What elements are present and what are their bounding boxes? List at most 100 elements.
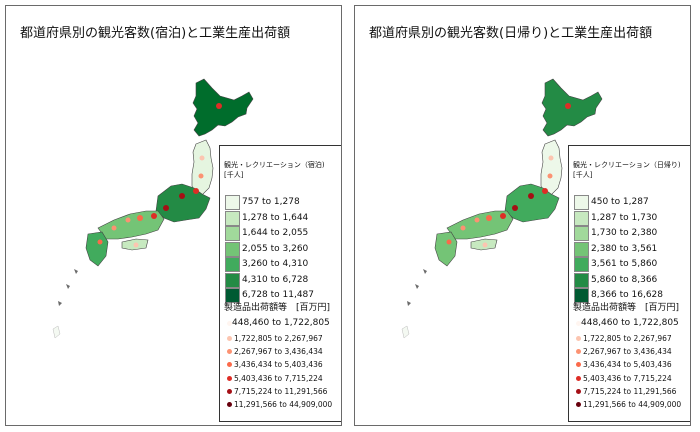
legend-label: 448,460 to 1,722,805 <box>581 318 679 328</box>
legend: 観光・レクリエーション（日帰り) [千人] 450 to 1,287 1,287… <box>568 145 690 422</box>
bubble-dot <box>227 401 232 407</box>
bubble-legend-item: 3,436,434 to 5,403,436 <box>224 359 341 372</box>
bubble-dot <box>576 362 581 368</box>
swatch <box>574 195 589 210</box>
hokkaido <box>192 78 254 137</box>
panel-title: 都道府県別の観光客数(宿泊)と工業生産出荷額 <box>20 26 291 41</box>
legend-item: 5,860 to 8,366 <box>574 272 690 289</box>
bubble-legend-item: 2,267,967 to 3,436,434 <box>573 346 690 359</box>
legend-item: 1,644 to 2,055 <box>225 226 341 242</box>
legend-label: 1,287 to 1,730 <box>591 212 658 223</box>
bubble <box>500 213 506 219</box>
japan-map <box>401 78 603 339</box>
legend-label: 5,860 to 8,366 <box>591 274 658 285</box>
bubble <box>446 239 452 245</box>
legend-label: 1,644 to 2,055 <box>242 228 309 238</box>
japan-map <box>52 78 254 339</box>
bubble-legend-item: 1,722,805 to 2,267,967 <box>573 333 690 346</box>
honshu-west <box>97 210 165 240</box>
bubble <box>548 155 554 161</box>
bubble-dot <box>227 375 232 381</box>
tohoku <box>191 139 214 197</box>
legend-label: 2,380 to 3,561 <box>591 243 658 254</box>
bubble-legend-title: 製造品出荷額等 [百万円] <box>224 303 331 313</box>
legend-label: 3,260 to 4,310 <box>242 259 309 269</box>
bubble <box>125 217 131 223</box>
bubble <box>565 103 571 109</box>
legend-label: 4,310 to 6,728 <box>242 274 309 285</box>
legend-label: 7,715,224 to 11,291,566 <box>583 386 677 396</box>
legend-item: 2,380 to 3,561 <box>574 241 690 258</box>
islands <box>58 269 78 306</box>
map-panel-stay: 都道府県別の観光客数(宿泊)と工業生産出荷額 <box>5 5 342 426</box>
bubble <box>179 193 185 199</box>
legend-label: 5,403,436 to 7,715,224 <box>234 373 323 383</box>
legend-item: 2,055 to 3,260 <box>225 241 341 258</box>
choropleth-legend-list: 450 to 1,287 1,287 to 1,730 1,730 to 2,3… <box>574 195 690 304</box>
legend-item: 1,730 to 2,380 <box>574 226 690 242</box>
legend-item: 1,287 to 1,730 <box>574 210 690 227</box>
legend-label: 3,561 to 5,860 <box>591 259 658 269</box>
bubble <box>133 242 139 248</box>
bubbles <box>97 103 222 248</box>
kyushu <box>434 231 458 267</box>
swatch <box>574 257 589 272</box>
bubble <box>111 225 117 231</box>
legend-label: 450 to 1,287 <box>591 197 649 207</box>
bubble-dot <box>576 388 581 394</box>
legend-label: 2,267,967 to 3,436,434 <box>234 347 323 357</box>
tohoku <box>540 139 563 197</box>
swatch <box>225 257 240 272</box>
bubble <box>137 215 143 221</box>
map-panel-daytrip: 都道府県別の観光客数(日帰り)と工業生産出荷額 観光・ <box>354 5 691 426</box>
bubble-legend-item: 11,291,566 to 44,909,000 <box>224 399 341 412</box>
legend-label: 2,267,967 to 3,436,434 <box>583 347 672 357</box>
swatch <box>574 288 589 303</box>
okinawa <box>52 325 61 339</box>
legend-label: 1,730 to 2,380 <box>591 228 658 238</box>
bubble <box>97 239 103 245</box>
legend-label: 3,436,434 to 5,403,436 <box>234 360 323 370</box>
bubble <box>482 242 488 248</box>
bubble-legend-item: 448,460 to 1,722,805 <box>224 318 341 333</box>
bubble-dot <box>576 375 581 381</box>
swatch <box>225 210 240 226</box>
swatch <box>225 288 240 303</box>
legend-label: 1,278 to 1,644 <box>242 212 309 223</box>
legend-item: 757 to 1,278 <box>225 195 341 211</box>
bubble-dot <box>576 401 581 407</box>
legend: 観光・レクリエーション（宿泊) [千人] 757 to 1,278 1,278 … <box>219 145 341 422</box>
legend-label: 3,436,434 to 5,403,436 <box>583 360 672 370</box>
swatch <box>574 226 589 241</box>
bubble-legend-item: 5,403,436 to 7,715,224 <box>224 373 341 386</box>
choropleth-legend-title: 観光・レクリエーション（日帰り) <box>573 161 681 169</box>
panel-title: 都道府県別の観光客数(日帰り)と工業生産出荷額 <box>369 26 653 41</box>
bubble <box>547 173 553 179</box>
legend-label: 11,291,566 to 44,909,000 <box>234 399 333 409</box>
bubble-dot <box>227 388 232 394</box>
legend-label: 11,291,566 to 44,909,000 <box>583 399 682 409</box>
bubble-legend-item: 1,722,805 to 2,267,967 <box>224 333 341 346</box>
bubble-legend-item: 7,715,224 to 11,291,566 <box>573 386 690 399</box>
swatch <box>574 272 589 288</box>
bubble-legend-item: 7,715,224 to 11,291,566 <box>224 386 341 399</box>
bubble <box>216 103 222 109</box>
bubble-legend-item: 11,291,566 to 44,909,000 <box>573 399 690 412</box>
legend-label: 7,715,224 to 11,291,566 <box>234 386 328 396</box>
bubble-legend-title: 製造品出荷額等 [百万円] <box>573 303 680 313</box>
map-shapes <box>52 78 254 339</box>
legend-item: 3,260 to 4,310 <box>225 257 341 273</box>
legend-item: 3,561 to 5,860 <box>574 257 690 273</box>
bubble <box>199 155 205 161</box>
bubble-dot <box>576 349 581 355</box>
legend-label: 448,460 to 1,722,805 <box>232 318 330 328</box>
legend-label: 2,055 to 3,260 <box>242 243 309 254</box>
hokkaido <box>541 78 603 137</box>
swatch <box>225 195 240 210</box>
bubble-dot <box>227 336 232 341</box>
bubble-legend-item: 2,267,967 to 3,436,434 <box>224 346 341 359</box>
legend-item: 1,278 to 1,644 <box>225 210 341 227</box>
kyushu <box>85 231 109 267</box>
legend-label: 757 to 1,278 <box>242 197 300 207</box>
legend-label: 6,728 to 11,487 <box>242 290 315 300</box>
